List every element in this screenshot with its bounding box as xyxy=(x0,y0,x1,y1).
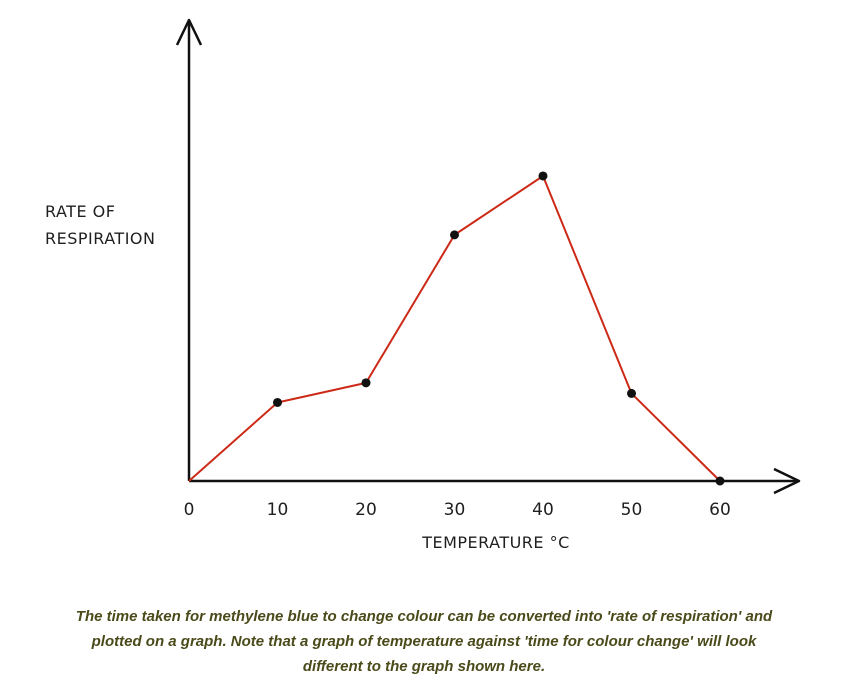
figure-caption: The time taken for methylene blue to cha… xyxy=(0,604,848,679)
y-axis-label-line-1: RATE OF xyxy=(45,202,115,221)
data-point xyxy=(715,476,725,486)
x-tick-label: 60 xyxy=(709,500,731,520)
series-line xyxy=(188,174,721,482)
chart: RATE OF RESPIRATION TEMPERATURE °C 0 10 20… xyxy=(45,18,801,552)
x-axis-label: TEMPERATURE °C xyxy=(421,533,570,552)
x-tick-label: 20 xyxy=(355,500,377,520)
data-point xyxy=(450,230,459,240)
y-axis-arrow-icon xyxy=(175,18,203,46)
data-point xyxy=(273,397,282,407)
caption-line-1: The time taken for methylene blue to cha… xyxy=(75,608,773,625)
x-axis-arrow-icon xyxy=(773,467,801,495)
x-tick-label: 30 xyxy=(444,500,466,520)
caption-line-3: different to the graph shown here. xyxy=(302,658,546,675)
data-point xyxy=(538,171,548,181)
x-tick-label: 40 xyxy=(532,500,554,520)
x-tick-label: 50 xyxy=(621,500,643,520)
x-tick-label: 0 xyxy=(184,500,195,520)
data-point xyxy=(361,378,371,388)
caption-line-2: plotted on a graph. Note that a graph of… xyxy=(91,633,757,650)
x-tick-label: 10 xyxy=(267,500,289,520)
data-point xyxy=(627,388,636,398)
y-axis-label-line-2: RESPIRATION xyxy=(45,229,155,248)
